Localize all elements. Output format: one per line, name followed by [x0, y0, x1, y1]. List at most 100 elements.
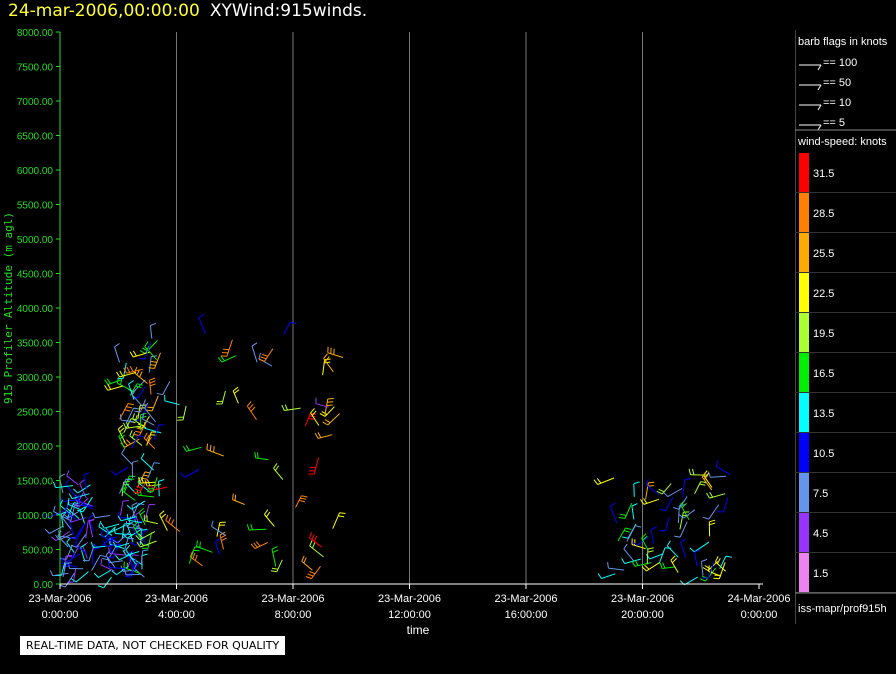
- wind-barb: [624, 502, 633, 519]
- wind-barb-flag: [136, 427, 143, 430]
- wind-barb: [694, 481, 702, 495]
- wind-barb: [83, 475, 88, 490]
- wind-barb-flag: [104, 384, 109, 391]
- wind-barb-flag: [258, 352, 261, 359]
- vertical-grid: [176, 32, 643, 584]
- wind-barb-flag: [319, 413, 326, 417]
- wind-barb-flag: [656, 490, 663, 495]
- wind-barb: [130, 557, 137, 575]
- wind-barb-flag: [104, 379, 109, 385]
- wind-barb-flag: [327, 401, 334, 403]
- x-axis: 23-Mar-2006 0:00:00 23-Mar-2006 4:00:00 23-M…: [29, 583, 790, 621]
- wind-barb-flag: [647, 485, 654, 487]
- wind-barb-flag: [217, 357, 223, 363]
- wind-barb-flag: [631, 503, 638, 507]
- wind-barb-flag: [270, 570, 277, 573]
- wind-barb-flag: [621, 558, 626, 564]
- wind-barb: [246, 405, 257, 420]
- wind-barb-flag: [662, 562, 666, 569]
- wind-barb: [134, 372, 148, 384]
- wind-barb: [198, 317, 206, 335]
- wind-barb: [85, 520, 89, 539]
- wind-barb-flag: [66, 470, 70, 476]
- wind-barb: [70, 505, 76, 522]
- y-tick-label: 6500.00: [17, 132, 54, 143]
- wind-barb-flag: [618, 517, 625, 519]
- wind-barb-flag: [79, 506, 86, 511]
- wind-barb-flag: [246, 401, 252, 407]
- wind-barb-flag: [198, 313, 204, 319]
- wind-barb-flag: [98, 520, 102, 527]
- wind-barb-flag: [145, 434, 150, 441]
- wind-barb-flag: [67, 562, 70, 569]
- wind-barb: [121, 453, 133, 465]
- wind-barb-flag: [607, 562, 609, 569]
- wind-barb-flag: [715, 460, 719, 467]
- wind-barb-flag: [303, 557, 307, 564]
- wind-barb-flag: [658, 488, 665, 493]
- wind-barb-flag: [647, 550, 654, 553]
- wind-barb-flag: [126, 406, 133, 409]
- wind-barb-flag: [58, 530, 60, 537]
- wind-barb: [126, 551, 140, 556]
- wind-barb: [138, 419, 148, 436]
- wind-barb: [617, 527, 626, 542]
- wind-barb-flag: [119, 434, 125, 440]
- wind-barb-flag: [112, 541, 117, 548]
- wind-barb: [679, 521, 688, 538]
- wind-barb-flag: [623, 530, 630, 533]
- wind-barb-flag: [55, 534, 60, 541]
- wind-barb-flag: [271, 567, 278, 570]
- wind-barb-flag: [117, 515, 122, 522]
- wind-barb-flag: [644, 564, 650, 570]
- wind-barb: [79, 509, 86, 525]
- wind-barb-flag: [136, 489, 139, 496]
- wind-barb-flag: [180, 472, 186, 478]
- wind-barb-flag: [701, 558, 708, 562]
- wind-barb-flag: [708, 565, 710, 572]
- wind-barb: [608, 567, 625, 571]
- wind-barb-flag: [681, 503, 687, 508]
- wind-barb: [162, 381, 171, 395]
- wind-barb: [718, 562, 726, 579]
- wind-barb: [106, 534, 119, 543]
- wind-barb: [114, 346, 120, 363]
- wind-barb-flag: [111, 570, 117, 575]
- wind-barb-flag: [622, 536, 629, 539]
- wind-barb-flag: [119, 370, 124, 377]
- legend-footer: iss-mapr/prof915h: [798, 603, 887, 615]
- wind-barb-flag: [117, 424, 124, 430]
- wind-barb: [140, 540, 157, 548]
- y-tick-label: 4500.00: [17, 270, 54, 281]
- wind-barb-flag: [135, 511, 142, 516]
- wind-barb-flag: [265, 511, 271, 518]
- wind-barb: [100, 564, 115, 572]
- wind-barb: [104, 526, 117, 538]
- wind-barb-flag: [100, 529, 103, 536]
- wind-barb: [264, 348, 274, 362]
- wind-barb: [129, 556, 143, 566]
- wind-barb-flag: [143, 432, 148, 439]
- wind-barb-flag: [100, 522, 105, 529]
- wind-barb: [100, 535, 114, 543]
- wind-barb-flag: [144, 341, 149, 347]
- wind-barb-flag: [147, 436, 152, 443]
- colorbar-swatch: [799, 393, 809, 432]
- wind-barb-flag: [80, 543, 86, 548]
- wind-barb-flag: [132, 350, 137, 357]
- wind-barb-flag: [141, 553, 148, 557]
- y-tick-label: 1500.00: [17, 477, 54, 488]
- wind-barb: [105, 555, 117, 569]
- wind-barb: [249, 528, 267, 531]
- wind-barb-flag: [309, 540, 313, 547]
- wind-barb-flag: [688, 468, 691, 475]
- wind-barb: [47, 510, 64, 519]
- wind-barb-flag: [106, 529, 109, 536]
- wind-barb-flag: [132, 554, 139, 556]
- wind-barb-flag: [49, 570, 54, 577]
- wind-barb-flag: [147, 485, 151, 492]
- wind-barb: [52, 572, 69, 577]
- wind-barb-flag: [119, 414, 122, 421]
- wind-barb: [196, 546, 213, 553]
